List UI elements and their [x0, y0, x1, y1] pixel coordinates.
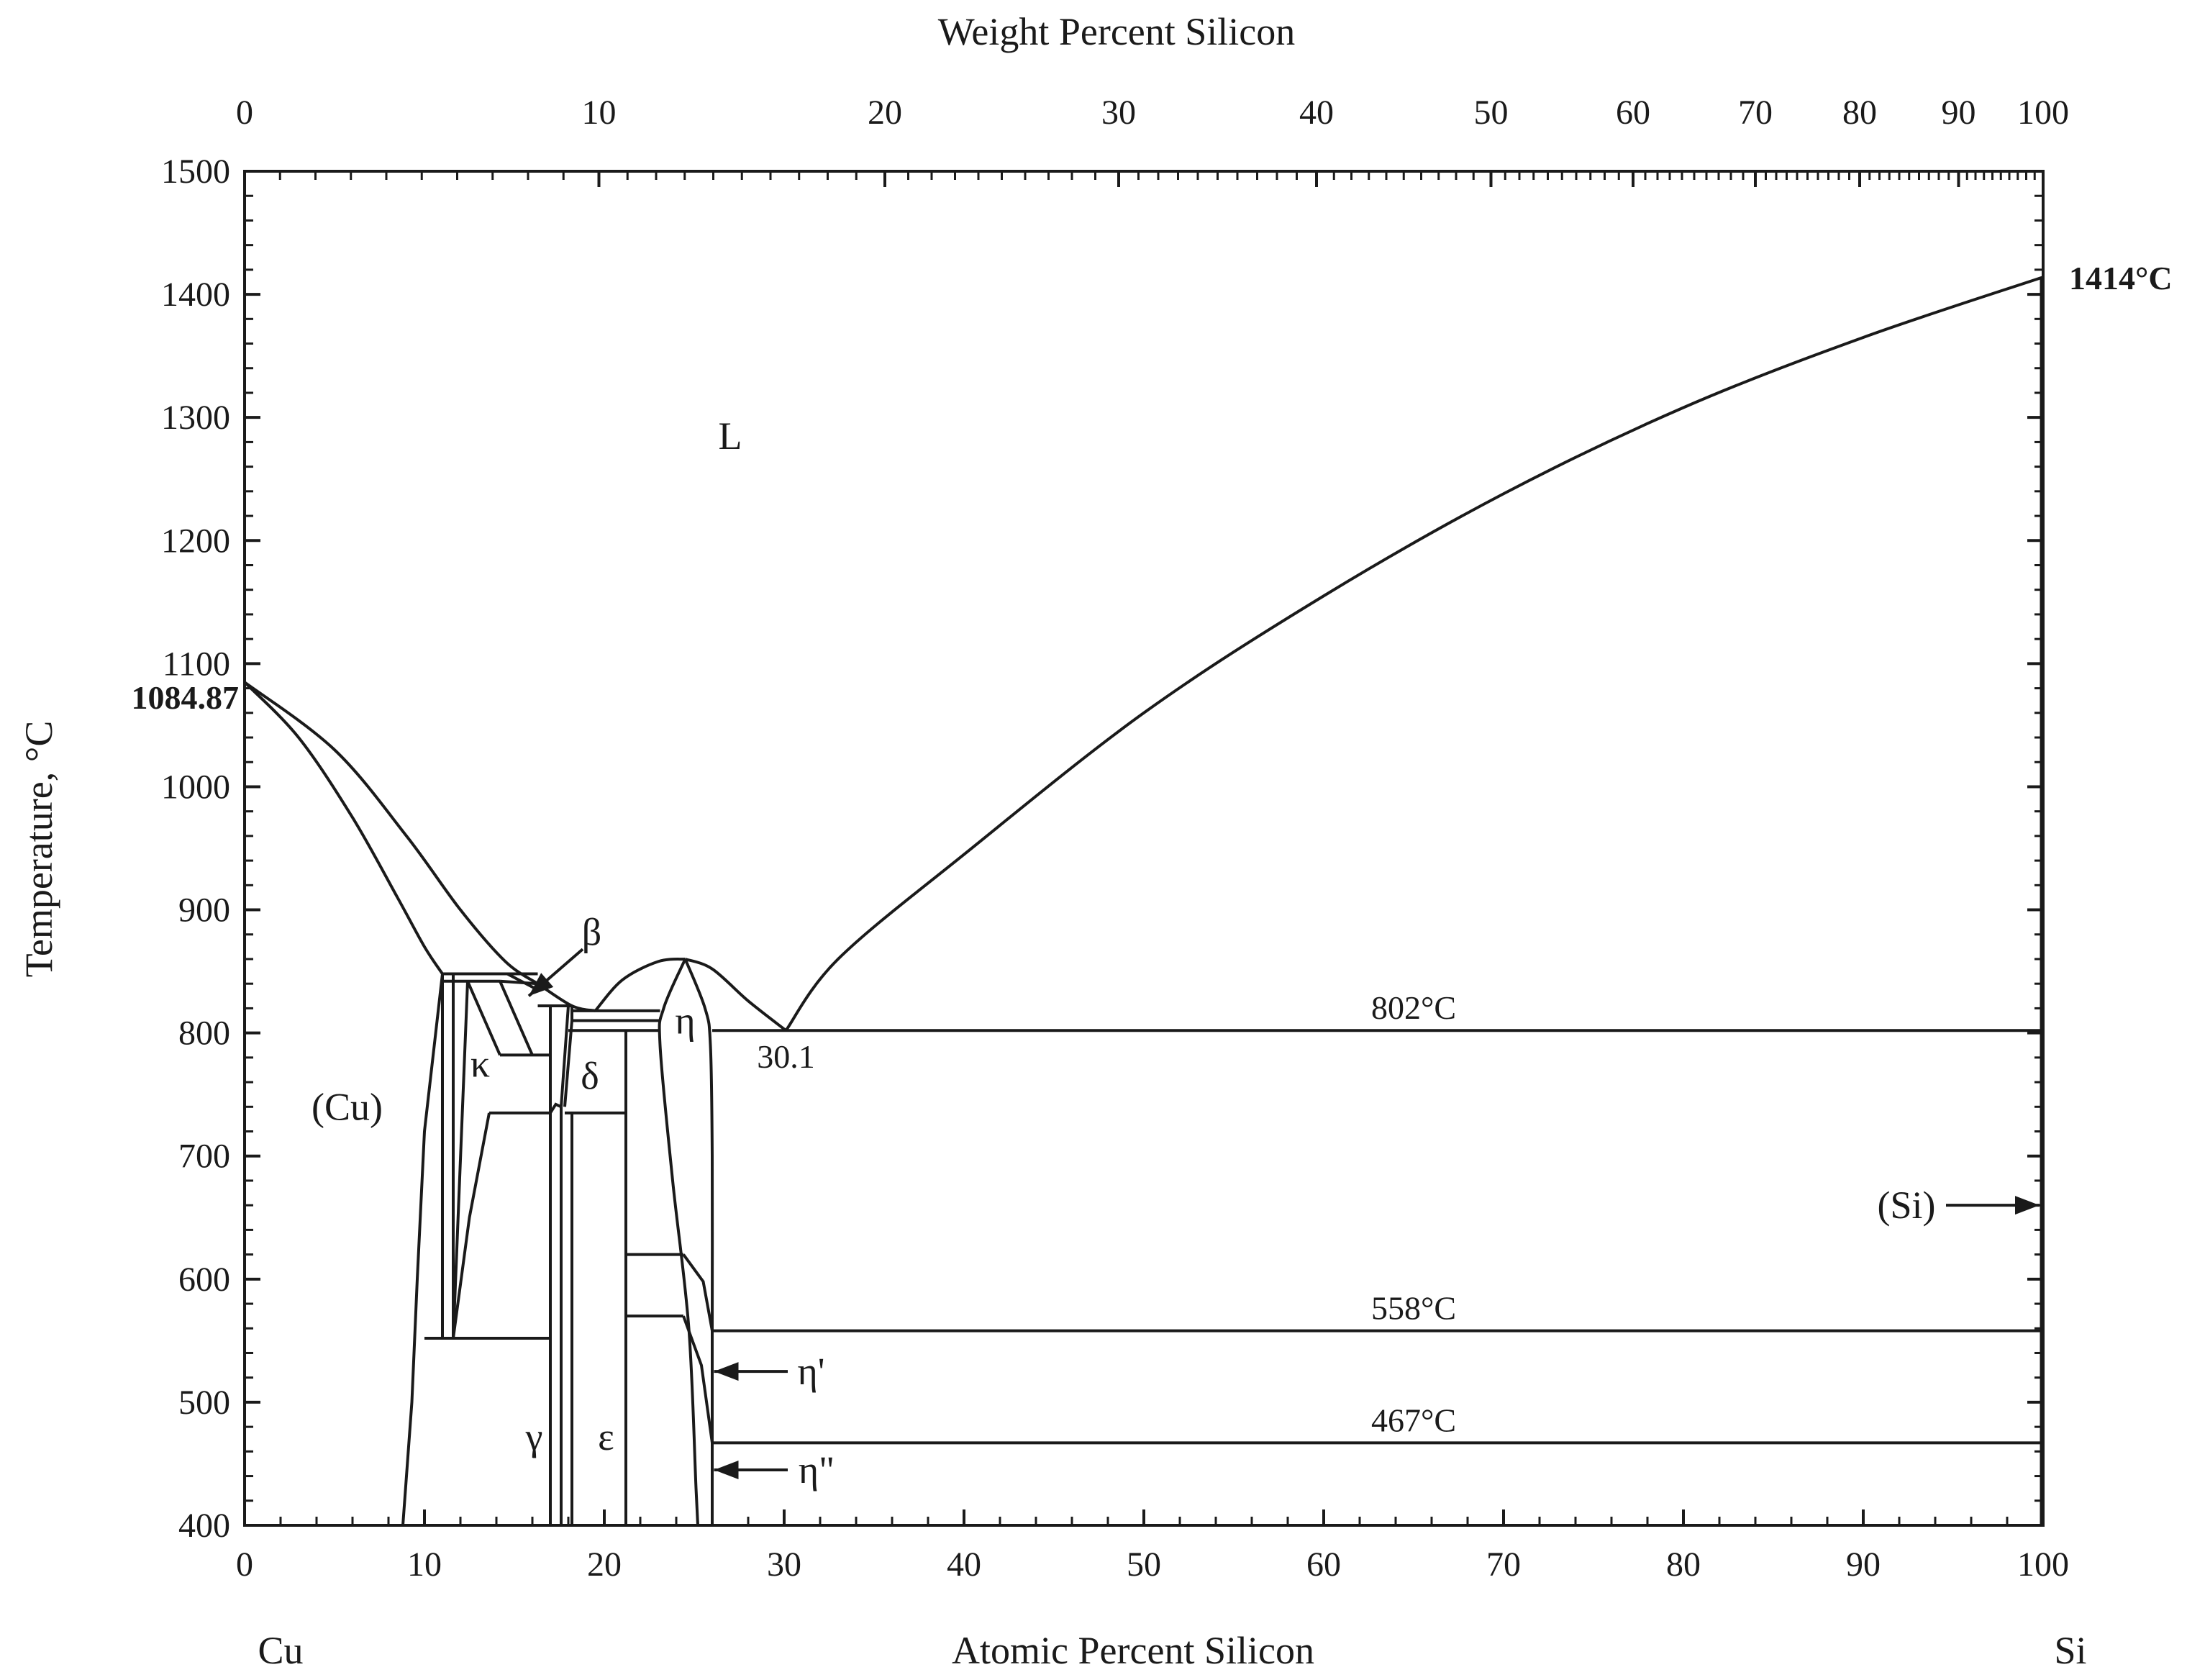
- phase-label: L: [719, 414, 742, 458]
- beta-line-a: [499, 979, 538, 986]
- phase-labels: 802°C 558°C 467°C 30.1 L (Cu) κ β δ η γ ε η' η" (Si): [312, 414, 1935, 1491]
- phase-label: η': [798, 1350, 825, 1393]
- y-tick-label: 1300: [161, 399, 230, 437]
- x-bottom-tick-label: 80: [1666, 1545, 1701, 1584]
- x-top-tick-label: 100: [2017, 94, 2069, 132]
- x-bottom-tick-label: 30: [767, 1545, 801, 1584]
- y-tick-label: 900: [178, 891, 230, 930]
- phase-label: κ: [470, 1042, 490, 1085]
- x-top-tick-label: 60: [1616, 94, 1650, 132]
- arrow-to-si: [1946, 1196, 2040, 1215]
- x-top-tick-label: 20: [868, 94, 902, 132]
- isotherm-467-label: 467°C: [1371, 1402, 1456, 1438]
- y-tick-label: 1400: [161, 276, 230, 314]
- x-top-tick-label: 0: [236, 94, 253, 132]
- arrow-to-eta-double-prime: [714, 1461, 788, 1480]
- y-tick-label: 600: [178, 1261, 230, 1299]
- eutectic-composition-label: 30.1: [757, 1038, 815, 1075]
- plot-frame: [243, 170, 2045, 1527]
- x-bottom-tick-label: 50: [1127, 1545, 1161, 1584]
- phase-region-lines: [401, 277, 2043, 1526]
- y-tick-label: 400: [178, 1507, 230, 1545]
- x-top-tick-label: 40: [1299, 94, 1334, 132]
- phase-label: β: [582, 910, 601, 953]
- isotherm-802-label: 802°C: [1371, 989, 1456, 1026]
- y-tick-label: 1500: [161, 153, 230, 191]
- kappa-gamma-boundary: [452, 1112, 491, 1339]
- y-axis-title: Temperature, °C: [17, 721, 60, 978]
- x-bottom-tick-label: 90: [1846, 1545, 1881, 1584]
- cu-solvus-line: [401, 973, 444, 1526]
- liquidus-si-curve: [784, 276, 2044, 1032]
- beta-line-b: [506, 972, 539, 991]
- element-label-cu: Cu: [258, 1629, 303, 1672]
- x-bottom-tick-label: 70: [1486, 1545, 1521, 1584]
- gamma-peak: [549, 1102, 562, 1114]
- phase-label: ε: [598, 1415, 614, 1458]
- x-top-tick-label: 80: [1842, 94, 1877, 132]
- arrow-to-beta: [527, 948, 584, 997]
- axis-ticks: [243, 170, 2045, 1527]
- element-label-si: Si: [2054, 1629, 2086, 1672]
- solidus-cu-curve: [243, 681, 444, 975]
- liquidus-cu-curve: [243, 681, 539, 985]
- phase-label: δ: [581, 1055, 599, 1098]
- x-top-tick-label: 10: [582, 94, 617, 132]
- eta-double-prime-boundary: [682, 1315, 714, 1443]
- x-bottom-tick-label: 0: [236, 1545, 253, 1584]
- x-bottom-tick-label: 10: [407, 1545, 442, 1584]
- x-top-tick-label: 50: [1474, 94, 1509, 132]
- phase-label: (Si): [1878, 1184, 1936, 1227]
- y-tick-label: 800: [178, 1014, 230, 1053]
- isotherm-lines: [712, 1029, 2043, 1445]
- y-tick-label: 1200: [161, 522, 230, 560]
- y-tick-label: 1000: [161, 768, 230, 806]
- eta-dome-left-curve: [658, 958, 699, 1526]
- x-top-tick-label: 70: [1738, 94, 1773, 132]
- x-bottom-tick-label: 100: [2017, 1545, 2069, 1584]
- axis-tick-labels: 0 10 20 30 40 50 60 70 80 90 1000 10 20 30 40 50 60 70 80 9…: [161, 94, 2069, 1584]
- kappa-wedge-right: [499, 980, 534, 1056]
- kappa-wedge-left: [466, 980, 501, 1056]
- x-top-tick-label: 30: [1101, 94, 1136, 132]
- phase-label: η": [799, 1448, 835, 1491]
- y-tick-label: 700: [178, 1138, 230, 1176]
- si-melting-point-label: 1414°C: [2069, 260, 2173, 296]
- x-bottom-tick-label: 60: [1306, 1545, 1341, 1584]
- delta-left-boundary: [560, 1005, 570, 1107]
- eta-dome-right-curve: [683, 958, 714, 1525]
- annotation-arrows: [527, 948, 2040, 1480]
- phase-label: (Cu): [312, 1085, 383, 1128]
- liquidus-eta-right-curve: [684, 958, 787, 1032]
- y-tick-label: 1100: [163, 645, 230, 683]
- y-tick-label: 500: [178, 1384, 230, 1422]
- x-bottom-tick-label: 20: [587, 1545, 622, 1584]
- x-top-axis-title: Weight Percent Silicon: [938, 10, 1296, 53]
- phase-boundaries: [243, 276, 2044, 1526]
- arrow-to-eta-prime: [714, 1362, 788, 1381]
- isotherm-558-label: 558°C: [1371, 1290, 1456, 1327]
- x-bottom-axis-title: Atomic Percent Silicon: [952, 1629, 1314, 1672]
- x-bottom-tick-label: 40: [947, 1545, 981, 1584]
- kappa-inner-line: [452, 981, 469, 1339]
- liquidus-eta-left-curve: [594, 957, 686, 1012]
- x-top-tick-label: 90: [1942, 94, 1976, 132]
- cu-melting-point-label: 1084.87: [132, 679, 240, 716]
- eta-prime-boundary: [682, 1253, 714, 1332]
- phase-label: γ: [525, 1415, 543, 1458]
- phase-label: η: [675, 999, 695, 1043]
